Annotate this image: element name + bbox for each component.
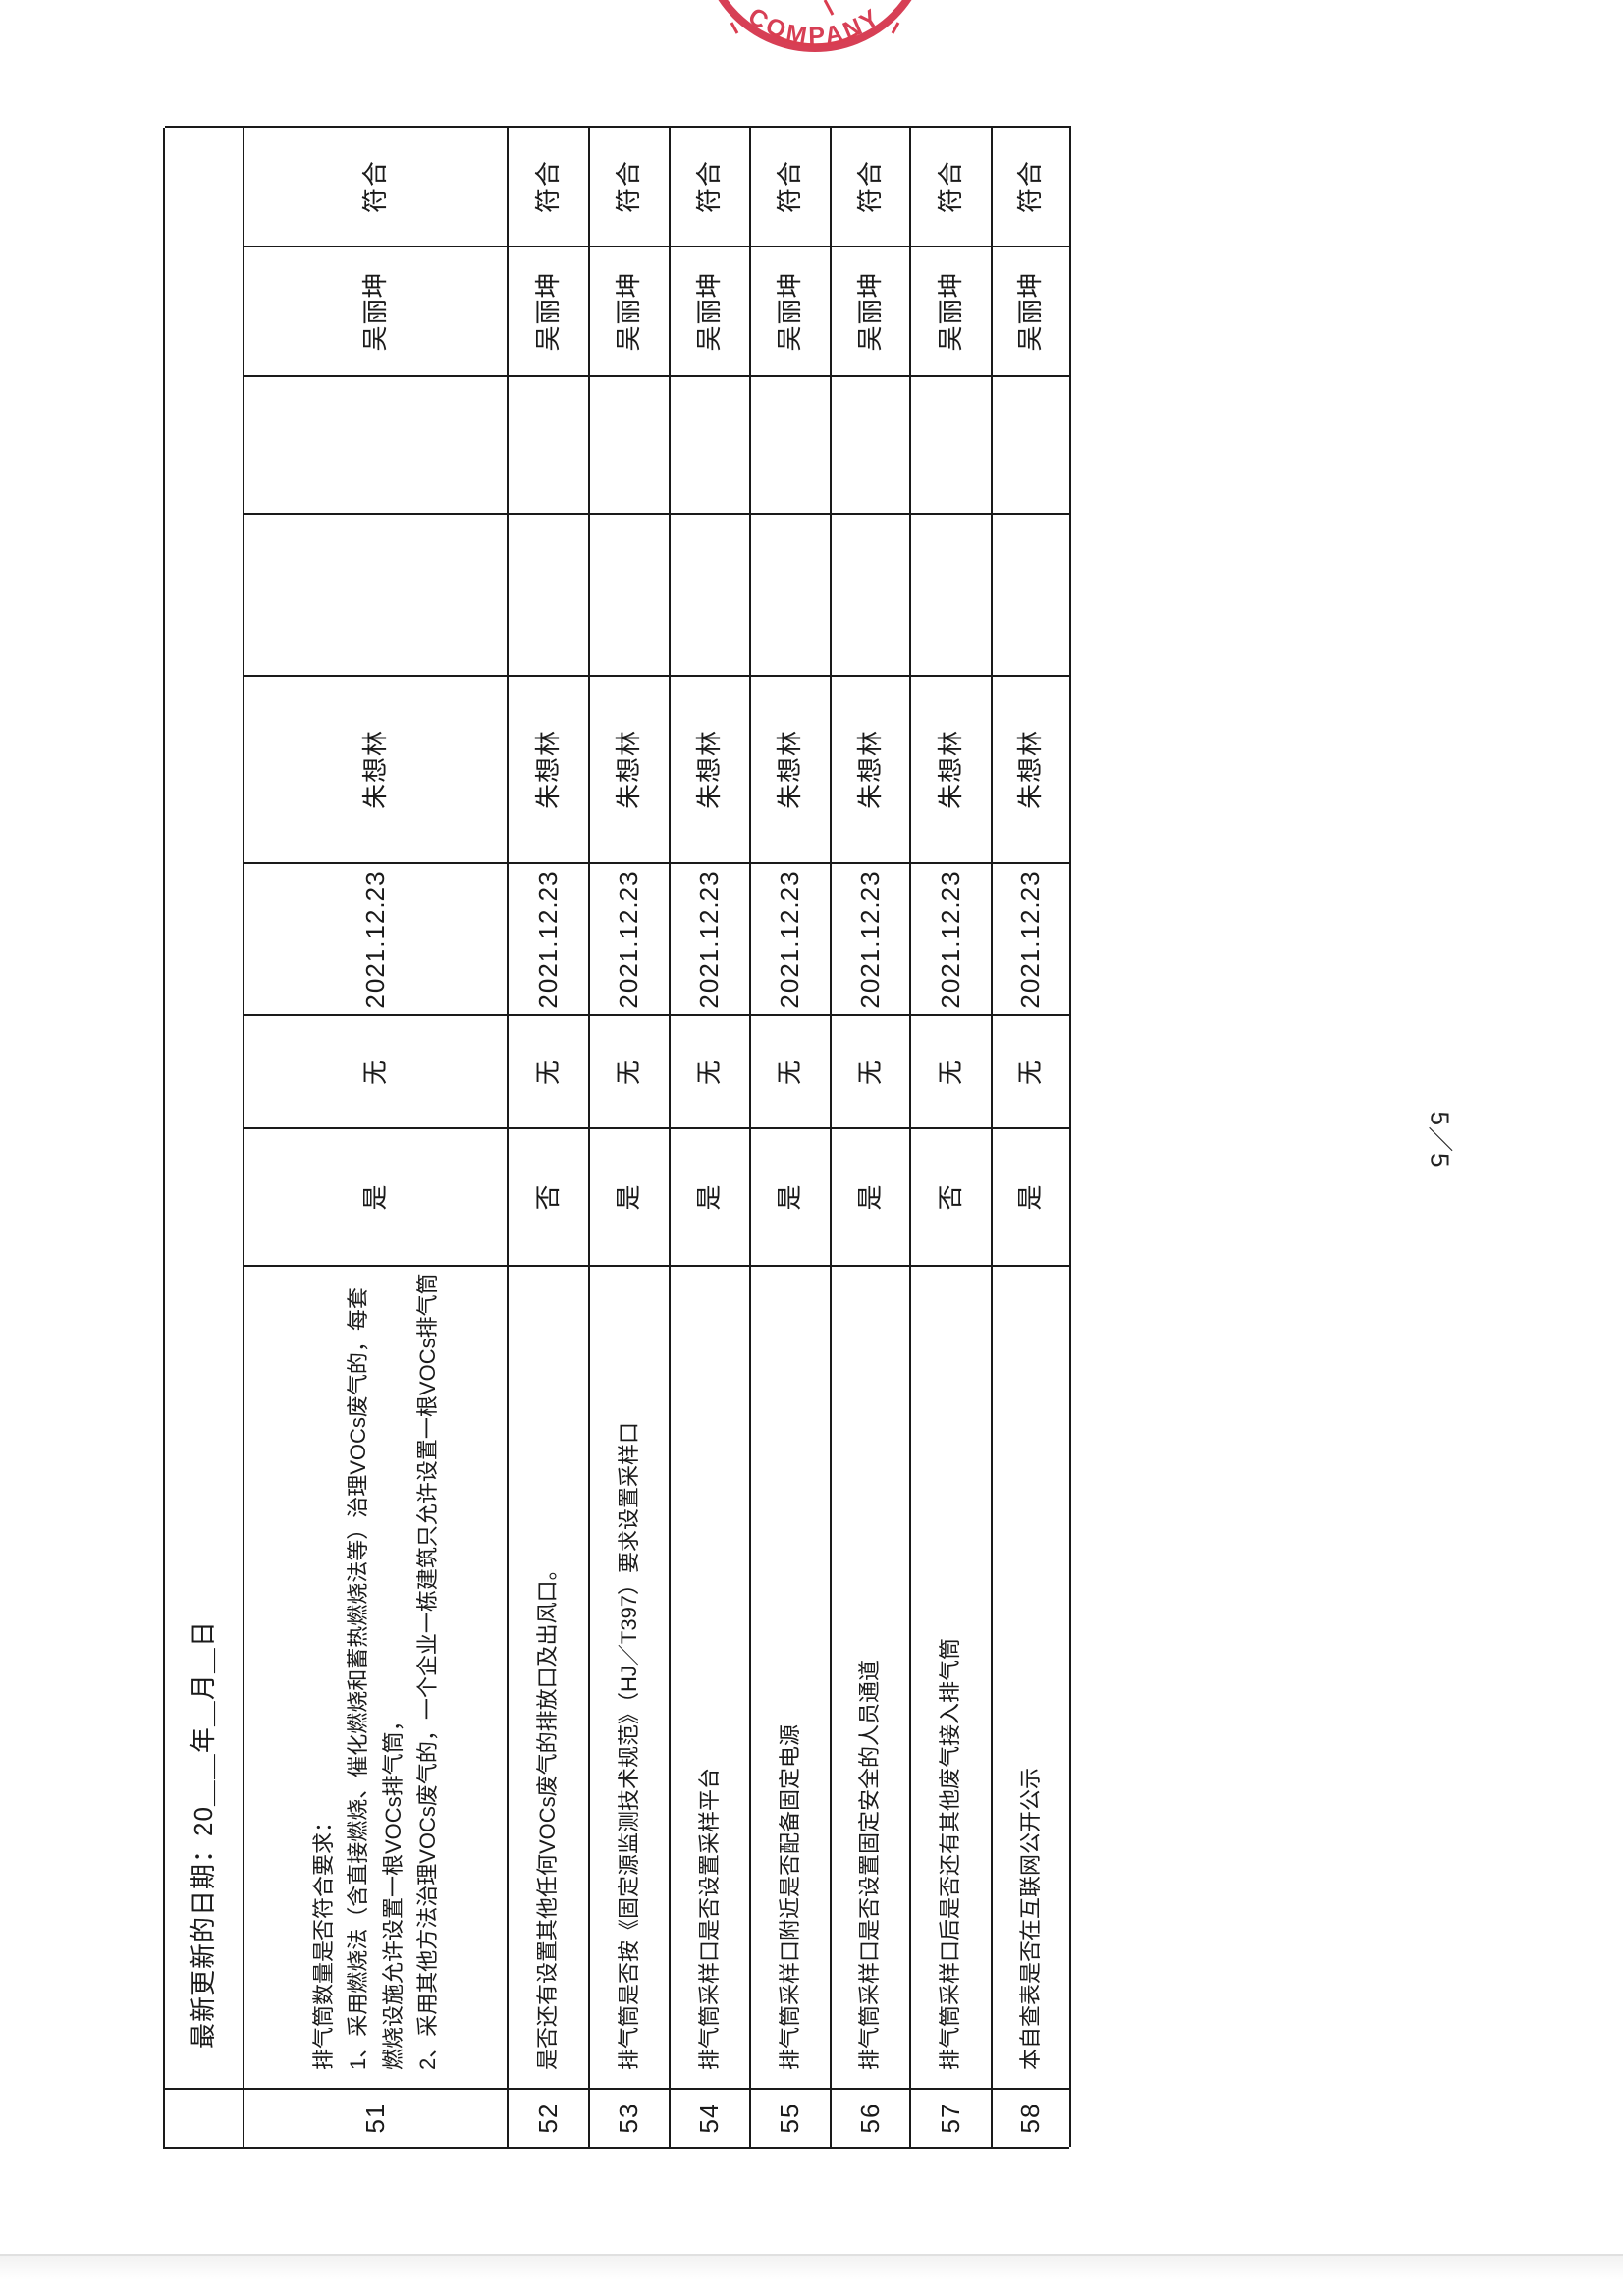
svg-text:COMPANY: COMPANY <box>743 2 887 50</box>
